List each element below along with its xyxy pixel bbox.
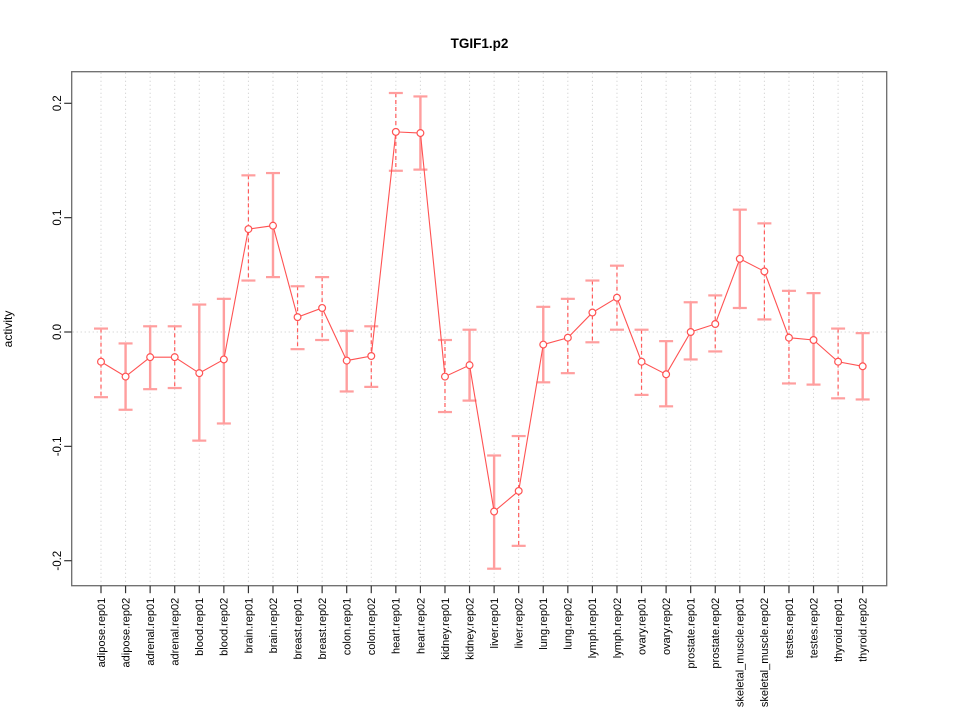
x-tick-label: testes.rep02 — [808, 598, 820, 659]
data-point-marker — [514, 486, 523, 495]
x-tick-label: thyroid.rep02 — [858, 598, 870, 662]
data-point-marker — [96, 357, 105, 366]
data-point-marker — [244, 225, 253, 234]
series-line — [100, 131, 863, 513]
x-tick-label: ovary.rep01 — [636, 598, 648, 655]
x-tick-label: lymph.rep02 — [612, 598, 624, 659]
x-tick-label: colon.rep02 — [366, 598, 378, 656]
y-tick-label: 0.0 — [52, 324, 64, 340]
data-point-marker — [612, 293, 621, 302]
data-point-marker — [858, 362, 867, 371]
data-point-marker — [121, 372, 130, 381]
chart-title: TGIF1.p2 — [450, 36, 509, 51]
x-tick-label: prostate.rep01 — [686, 598, 698, 669]
x-tick-label: brain.rep02 — [268, 598, 280, 654]
data-point-marker — [170, 353, 179, 362]
x-tick-label: lung.rep01 — [538, 598, 550, 650]
x-tick-label: liver.rep01 — [489, 598, 501, 649]
x-tick-label: lung.rep02 — [563, 598, 575, 650]
data-point-marker — [146, 353, 155, 362]
x-tick-label: adipose.rep02 — [120, 598, 132, 668]
x-tick-label: skeletal_muscle.rep02 — [759, 598, 771, 707]
x-tick-label: adrenal.rep02 — [170, 598, 182, 666]
x-tick-label: ovary.rep02 — [661, 598, 673, 655]
x-tick-label: adipose.rep01 — [96, 598, 108, 668]
x-tick-label: skeletal_muscle.rep01 — [735, 598, 747, 707]
data-point-marker — [760, 267, 769, 276]
data-point-marker — [195, 369, 204, 378]
data-point-marker — [834, 357, 843, 366]
data-point-marker — [219, 355, 228, 364]
data-point-marker — [686, 328, 695, 337]
data-point-marker — [563, 333, 572, 342]
x-tick-label: heart.rep02 — [415, 598, 427, 654]
data-point-marker — [367, 352, 376, 361]
data-point-marker — [588, 308, 597, 317]
data-point-marker — [465, 361, 474, 370]
x-tick-label: thyroid.rep01 — [833, 598, 845, 662]
x-tick-label: kidney.rep01 — [440, 598, 452, 660]
data-point-marker — [735, 254, 744, 263]
x-tick-label: prostate.rep02 — [710, 598, 722, 669]
data-point-marker — [809, 336, 818, 345]
y-tick-label: 0.2 — [52, 95, 64, 111]
y-axis-label: activity — [1, 310, 15, 348]
x-tick-label: breast.rep02 — [317, 598, 329, 660]
x-tick-label: heart.rep01 — [391, 598, 403, 654]
data-point-marker — [637, 357, 646, 366]
y-tick-label: 0.1 — [52, 210, 64, 226]
data-point-marker — [416, 129, 425, 138]
data-point-marker — [539, 340, 548, 349]
data-point-marker — [490, 507, 499, 516]
x-tick-label: brain.rep01 — [243, 598, 255, 654]
y-tick-label: -0.2 — [52, 551, 64, 571]
data-point-marker — [318, 303, 327, 312]
data-point-marker — [440, 372, 449, 381]
data-point-marker — [711, 319, 720, 328]
data-point-marker — [391, 127, 400, 136]
data-point-marker — [293, 313, 302, 322]
data-point-marker — [342, 356, 351, 365]
x-tick-label: breast.rep01 — [292, 598, 304, 660]
x-tick-label: adrenal.rep01 — [145, 598, 157, 666]
x-tick-label: testes.rep01 — [784, 598, 796, 659]
x-tick-label: blood.rep01 — [194, 598, 206, 656]
x-tick-label: lymph.rep01 — [587, 598, 599, 659]
x-tick-label: colon.rep01 — [342, 598, 354, 656]
y-tick-label: -0.1 — [52, 436, 64, 456]
data-point-marker — [784, 333, 793, 342]
x-tick-label: blood.rep02 — [219, 598, 231, 656]
x-tick-label: liver.rep02 — [514, 598, 526, 649]
data-point-marker — [268, 221, 277, 230]
plot-frame — [71, 71, 888, 587]
data-point-marker — [662, 370, 671, 379]
x-tick-label: kidney.rep02 — [464, 598, 476, 660]
